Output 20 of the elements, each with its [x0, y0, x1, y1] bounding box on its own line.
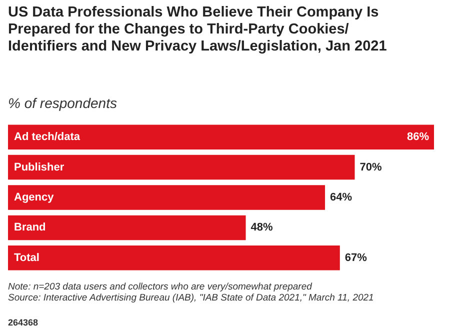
text: Note: n=203 data users and collectors who are very/somewhat prepared: [8, 282, 313, 292]
data-label: 48%: [250, 222, 274, 234]
y-tick-label: Agency: [14, 192, 55, 204]
y-tick-label: Publisher: [14, 161, 65, 174]
text: 264368: [8, 318, 38, 328]
bar: [8, 215, 246, 240]
chart-title: US Data Professionals Who Believe Their Company Is Prepared for the Changes to Third-Party Cookies/Identifiers and New Privacy Laws/Legislation, Jan 2021: [8, 4, 387, 54]
source-note: Source: Interactive Advertising Bureau (IAB), "IAB State of Data 2021," March 11, 2021: [8, 292, 374, 304]
bar: [8, 246, 340, 270]
bar: [8, 185, 326, 210]
y-tick-label: Ad tech/data: [14, 131, 81, 144]
y-tick-label: Total: [14, 252, 40, 264]
chart-subtitle: % of respondents: [8, 95, 117, 111]
data-label: 67%: [344, 252, 368, 264]
bar: [8, 154, 355, 180]
data-label: 86%: [406, 131, 430, 144]
data-label: 64%: [330, 192, 352, 204]
data-label: 70%: [360, 161, 382, 174]
bar: [8, 124, 434, 150]
y-tick-label: Brand: [14, 222, 46, 234]
